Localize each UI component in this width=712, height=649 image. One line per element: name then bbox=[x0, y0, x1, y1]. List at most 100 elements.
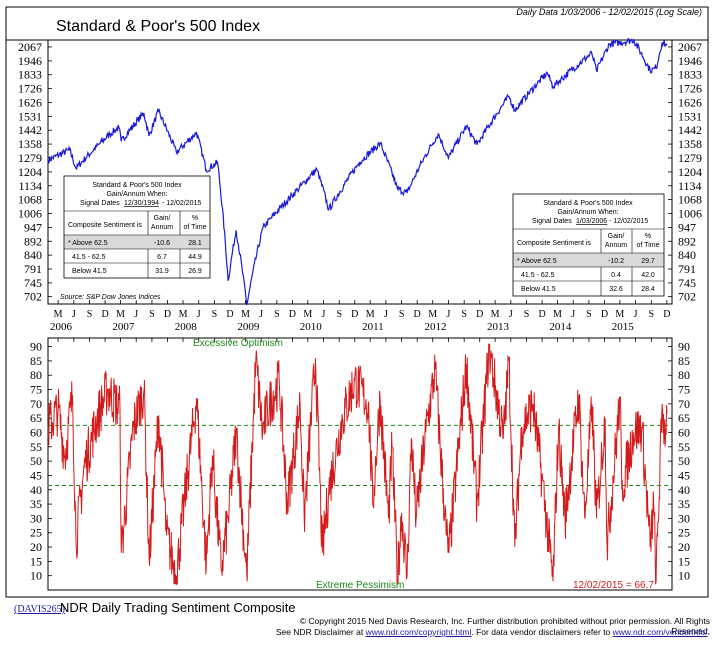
table-right-row2-label: 41.5 - 62.5 bbox=[521, 272, 555, 279]
upper-y-tick-label: 791 bbox=[24, 262, 42, 276]
x-month-label: M bbox=[615, 309, 624, 320]
upper-y-tick-label: 1946 bbox=[678, 54, 702, 68]
x-year-label: 2009 bbox=[237, 321, 260, 333]
x-month-label: D bbox=[289, 309, 296, 320]
sentiment-composite-line bbox=[47, 343, 668, 586]
lower-y-tick-label: 35 bbox=[30, 497, 42, 511]
x-month-label: M bbox=[428, 309, 437, 320]
x-month-label: J bbox=[322, 309, 326, 320]
x-year-label: 2010 bbox=[300, 321, 323, 333]
table-left-row2-time: 44.9 bbox=[188, 254, 202, 261]
upper-y-tick-label: 840 bbox=[24, 248, 42, 262]
x-month-label: M bbox=[179, 309, 188, 320]
upper-y-tick-label: 1442 bbox=[678, 123, 702, 137]
table-row: Below 41.5 31.9 26.9 bbox=[72, 268, 202, 275]
upper-y-tick-label: 2067 bbox=[678, 40, 702, 54]
final-value-label: 12/02/2015 = 66.7 bbox=[573, 580, 654, 591]
table-right-col3a: % bbox=[645, 233, 651, 240]
x-month-label: M bbox=[366, 309, 375, 320]
table-right-row3-gain: 32.6 bbox=[609, 286, 623, 293]
lower-y-tick-label: 65 bbox=[30, 411, 42, 425]
upper-y-tick-label: 702 bbox=[678, 290, 696, 304]
lower-y-tick-label: 85 bbox=[30, 354, 42, 368]
table-left-row2-label: 41.5 - 62.5 bbox=[72, 254, 106, 261]
x-month-label: J bbox=[134, 309, 138, 320]
x-month-label: S bbox=[524, 309, 530, 320]
x-month-label: S bbox=[586, 309, 592, 320]
x-month-label: M bbox=[491, 309, 500, 320]
table-right-col3b: of Time bbox=[637, 242, 660, 249]
vendor-info-link[interactable]: www.ndr.com/vendorinfo/ bbox=[612, 627, 708, 637]
table-left-dates-prefix: Signal Dates bbox=[80, 200, 120, 207]
upper-y-tick-label: 1531 bbox=[678, 109, 702, 123]
lower-y-tick-label: 70 bbox=[678, 397, 690, 411]
table-left-dates-start: 12/30/1994 bbox=[124, 200, 159, 207]
lower-y-tick-label: 20 bbox=[678, 540, 690, 554]
x-year-label: 2006 bbox=[50, 321, 73, 333]
lower-y-tick-label: 70 bbox=[30, 397, 42, 411]
upper-y-tick-label: 1204 bbox=[678, 165, 702, 179]
lower-y-tick-label: 45 bbox=[30, 468, 42, 482]
upper-y-tick-label: 892 bbox=[678, 234, 696, 248]
table-right-row3-time: 28.4 bbox=[641, 286, 655, 293]
table-left-col3b: of Time bbox=[184, 224, 207, 231]
table-left-row2-gain: 6.7 bbox=[157, 254, 167, 261]
x-year-label: 2011 bbox=[362, 321, 384, 333]
lower-y-tick-label: 80 bbox=[678, 368, 690, 382]
table-right-dates-start: 1/03/2006 bbox=[576, 218, 607, 225]
signal-table-right: Standard & Poor's 500 Index Gain/Annum W… bbox=[512, 193, 665, 297]
upper-y-tick-label: 1726 bbox=[18, 82, 42, 96]
x-month-label: J bbox=[197, 309, 201, 320]
table-left-row3-time: 26.9 bbox=[188, 268, 202, 275]
disclaimer-text-a: See NDR Disclaimer at bbox=[275, 627, 366, 637]
x-month-label: D bbox=[476, 309, 483, 320]
x-month-label: D bbox=[663, 309, 670, 320]
lower-y-tick-label: 90 bbox=[678, 340, 690, 354]
upper-y-tick-label: 1726 bbox=[678, 82, 702, 96]
lower-y-tick-label: 50 bbox=[678, 454, 690, 468]
table-right-col2b: Annum bbox=[605, 242, 627, 249]
x-month-label: S bbox=[649, 309, 655, 320]
extreme-pessimism-label: Extreme Pessimism bbox=[316, 580, 404, 591]
table-left-row1-label: * Above 62.5 bbox=[68, 240, 108, 247]
lower-y-tick-label: 55 bbox=[30, 440, 42, 454]
chart-code: (DAVIS265) bbox=[14, 604, 65, 615]
lower-y-tick-label: 40 bbox=[678, 483, 690, 497]
lower-y-tick-label: 60 bbox=[678, 426, 690, 440]
lower-chart-subtitle: NDR Daily Trading Sentiment Composite bbox=[60, 600, 296, 615]
table-right-title: Standard & Poor's 500 Index bbox=[543, 200, 633, 207]
upper-y-tick-label: 2067 bbox=[18, 40, 42, 54]
table-right-dates-prefix: Signal Dates bbox=[532, 218, 572, 225]
table-row: 41.5 - 62.5 0.4 42.0 bbox=[521, 272, 655, 279]
upper-y-tick-label: 1068 bbox=[18, 193, 42, 207]
x-month-label: J bbox=[259, 309, 263, 320]
date-range-note: Daily Data 1/03/2006 - 12/02/2015 (Log S… bbox=[516, 7, 702, 17]
upper-y-tick-label: 1068 bbox=[678, 193, 702, 207]
upper-y-tick-label: 1006 bbox=[18, 206, 42, 220]
upper-y-tick-label: 1442 bbox=[18, 123, 42, 137]
lower-y-tick-label: 75 bbox=[30, 383, 42, 397]
table-left-subtitle: Gain/Annum When: bbox=[106, 191, 167, 198]
lower-y-tick-label: 25 bbox=[30, 526, 42, 540]
x-month-label: D bbox=[538, 309, 545, 320]
table-right-dates-end: - 12/02/2015 bbox=[609, 218, 648, 225]
x-month-label: S bbox=[336, 309, 342, 320]
upper-y-tick-label: 1134 bbox=[678, 179, 702, 193]
upper-y-tick-label: 1626 bbox=[678, 95, 702, 109]
copyright-link[interactable]: www.ndr.com/copyright.html bbox=[365, 627, 472, 637]
x-month-label: D bbox=[414, 309, 421, 320]
x-month-label: J bbox=[509, 309, 513, 320]
lower-y-tick-label: 90 bbox=[30, 340, 42, 354]
table-right-row2-time: 42.0 bbox=[641, 272, 655, 279]
upper-y-tick-label: 702 bbox=[24, 290, 42, 304]
disclaimer-text-c: . bbox=[707, 627, 710, 637]
lower-y-tick-label: 65 bbox=[678, 411, 690, 425]
x-month-label: S bbox=[461, 309, 467, 320]
copyright-line: © Copyright 2015 Ned Davis Research, Inc… bbox=[299, 616, 710, 636]
x-month-label: M bbox=[303, 309, 312, 320]
table-right-col1: Composite Sentiment is bbox=[517, 240, 591, 247]
x-year-label: 2012 bbox=[424, 321, 446, 333]
upper-y-tick-label: 840 bbox=[678, 248, 696, 262]
upper-y-tick-label: 892 bbox=[24, 234, 42, 248]
